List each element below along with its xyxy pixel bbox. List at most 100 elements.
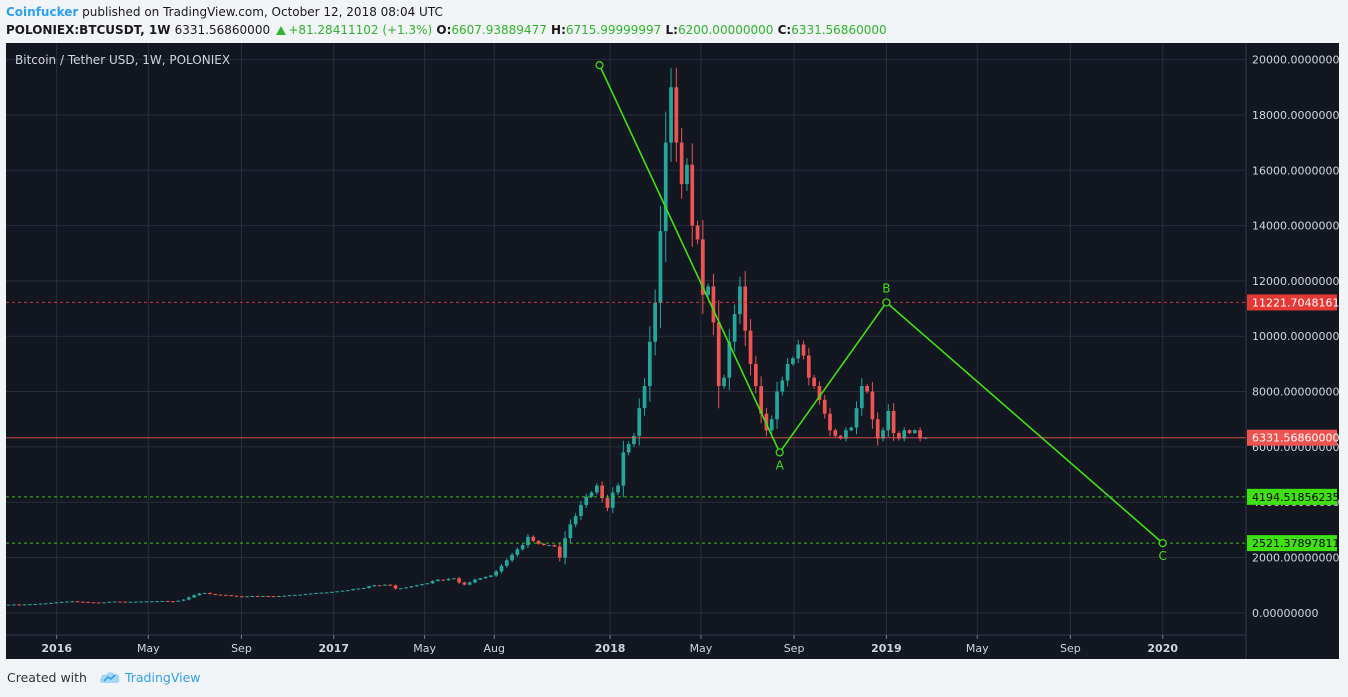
candle-body	[277, 595, 281, 597]
x-tick-label: 2020	[1147, 642, 1178, 655]
publish-line: Coinfucker published on TradingView.com,…	[6, 3, 1342, 21]
candle-body	[282, 595, 287, 597]
candle-body	[436, 579, 440, 582]
candle-body	[494, 571, 499, 576]
price-label: 11221.70481617	[1252, 296, 1339, 309]
candle-body	[139, 601, 143, 603]
price-label-box	[1247, 294, 1337, 311]
candle-body	[828, 413, 832, 431]
candle-body	[303, 594, 308, 596]
candle-body	[902, 430, 907, 439]
candle-body	[17, 604, 22, 606]
candle-body	[605, 498, 610, 508]
candle-body	[33, 604, 37, 606]
candle-body	[886, 410, 891, 431]
price-label: 4194.51856235	[1252, 491, 1339, 504]
candle-body	[261, 595, 265, 597]
candle-body	[149, 601, 154, 603]
wave-point	[595, 61, 604, 70]
y-tick-label: 0.00000000	[1252, 607, 1318, 620]
chart-area[interactable]: A B C 20000.00000000 18000.00000000 16000.00…	[6, 43, 1339, 659]
candle-body	[420, 584, 424, 586]
x-tick-label: May	[413, 642, 436, 655]
candle-body	[245, 596, 249, 598]
candle-body	[118, 601, 122, 603]
candle-body	[806, 355, 811, 378]
candle-body	[547, 545, 552, 547]
candle-body	[112, 601, 117, 603]
candle-body	[171, 601, 175, 603]
candle-body	[722, 377, 726, 387]
candle-body	[65, 601, 69, 603]
open-value: 6607.93889477	[451, 23, 547, 37]
candle-body	[897, 433, 901, 439]
candle-body	[208, 592, 212, 595]
wave-label-a: A	[776, 458, 785, 472]
price-label-box	[1247, 429, 1337, 446]
candlestick-chart[interactable]: A B C 20000.00000000 18000.00000000 16000.00…	[6, 43, 1339, 659]
candle-body	[700, 239, 705, 295]
candle-body	[642, 386, 647, 409]
candle-body	[907, 430, 912, 434]
wave-point	[882, 298, 891, 307]
candle-body	[595, 485, 599, 493]
candle-body	[351, 589, 355, 591]
candle-body	[340, 590, 345, 592]
y-tick-label: 12000.00000000	[1252, 275, 1339, 288]
candle-body	[647, 341, 652, 387]
candle-body	[441, 579, 446, 581]
y-tick-label: 2000.00000000	[1252, 552, 1339, 565]
close-label: C:	[777, 23, 792, 37]
candle-body	[234, 595, 239, 597]
candle-body	[86, 601, 90, 603]
candle-body	[706, 286, 710, 295]
candle-body	[335, 591, 340, 593]
candle-body	[12, 604, 16, 606]
candle-body	[489, 575, 493, 577]
candle-body	[473, 579, 477, 583]
tradingview-link[interactable]: TradingView	[124, 670, 201, 685]
y-tick-label: 20000.00000000	[1252, 54, 1339, 67]
candle-body	[632, 435, 636, 445]
candle-body	[102, 602, 106, 604]
x-tick-label: 2018	[595, 642, 626, 655]
low-label: L:	[665, 23, 678, 37]
candle-body	[865, 386, 869, 392]
candle-body	[372, 585, 377, 587]
candle-body	[912, 430, 917, 434]
candle-body	[43, 603, 48, 605]
tradingview-cloud-icon	[99, 672, 120, 683]
candle-body	[467, 582, 472, 585]
candle-body	[769, 419, 774, 431]
candle-body	[801, 344, 806, 356]
candle-body	[854, 408, 859, 428]
candle-body	[610, 492, 615, 508]
candle-body	[361, 587, 366, 589]
published-text: published on TradingView.com, October 12…	[82, 5, 443, 19]
candle-body	[192, 595, 196, 598]
candle-body	[239, 596, 244, 598]
candle-body	[123, 601, 128, 603]
candle-body	[176, 600, 181, 602]
wave-label-c: C	[1159, 549, 1167, 563]
y-tick-label: 8000.00000000	[1252, 386, 1339, 399]
candle-body	[838, 435, 843, 439]
candle-body	[542, 543, 546, 546]
candle-body	[255, 595, 260, 597]
candle-body	[536, 540, 541, 544]
x-tick-label: May	[137, 642, 160, 655]
candle-body	[859, 386, 864, 409]
y-tick-label: 18000.00000000	[1252, 109, 1339, 122]
candle-body	[616, 485, 620, 493]
candle-body	[891, 410, 896, 434]
candle-body	[658, 231, 663, 304]
candle-body	[388, 584, 393, 586]
candle-body	[38, 603, 43, 605]
candle-body	[107, 601, 112, 603]
candle-body	[557, 546, 562, 558]
candle-body	[499, 565, 504, 572]
author-link[interactable]: Coinfucker	[6, 5, 79, 19]
created-with-text: Created with	[7, 670, 87, 685]
candle-body	[404, 587, 408, 589]
x-tick-label: 2019	[871, 642, 902, 655]
